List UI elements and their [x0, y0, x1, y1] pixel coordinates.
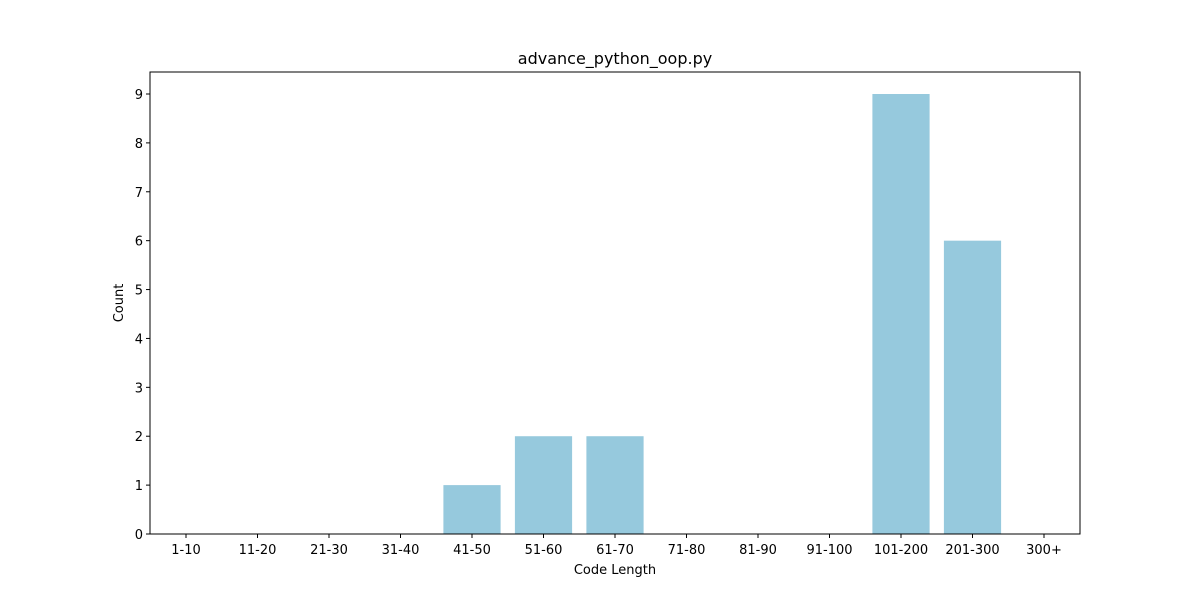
y-tick-label: 9 — [135, 88, 143, 103]
x-tick-label: 51-60 — [525, 543, 563, 558]
x-tick-label: 61-70 — [596, 543, 634, 558]
bars-group — [443, 94, 1002, 535]
y-tick-label: 8 — [135, 137, 143, 152]
y-tick-label: 1 — [135, 479, 143, 494]
y-tick-label: 4 — [135, 332, 143, 347]
bar-61-70 — [586, 436, 644, 534]
bar-101-200 — [872, 94, 930, 534]
x-tick-label: 21-30 — [310, 543, 348, 558]
y-axis-ticks: 0 1 2 3 4 5 6 7 8 9 — [135, 88, 150, 543]
x-tick-label: 11-20 — [239, 543, 277, 558]
y-tick-label: 2 — [135, 430, 143, 445]
x-tick-label: 300+ — [1026, 543, 1062, 558]
y-tick-label: 0 — [135, 528, 143, 543]
bar-41-50 — [443, 485, 501, 534]
x-tick-label: 1-10 — [171, 543, 201, 558]
x-tick-label: 71-80 — [668, 543, 706, 558]
chart-title: advance_python_oop.py — [518, 49, 712, 69]
x-tick-label: 41-50 — [453, 543, 491, 558]
x-axis-ticks: 1-10 11-20 21-30 31-40 41-50 51-60 61-70 71-80 8… — [171, 534, 1062, 558]
y-tick-label: 6 — [135, 235, 143, 250]
y-tick-label: 5 — [135, 284, 143, 299]
bar-51-60 — [514, 436, 573, 534]
bar-201-300 — [943, 240, 1002, 535]
x-tick-label: 101-200 — [874, 543, 928, 558]
x-axis-label: Code Length — [574, 563, 656, 578]
x-tick-label: 91-100 — [806, 543, 852, 558]
x-tick-label: 81-90 — [739, 543, 777, 558]
y-tick-label: 7 — [135, 186, 143, 201]
x-tick-label: 31-40 — [382, 543, 420, 558]
x-tick-label: 201-300 — [945, 543, 999, 558]
y-axis-label: Count — [112, 284, 127, 323]
y-tick-label: 3 — [135, 381, 143, 396]
